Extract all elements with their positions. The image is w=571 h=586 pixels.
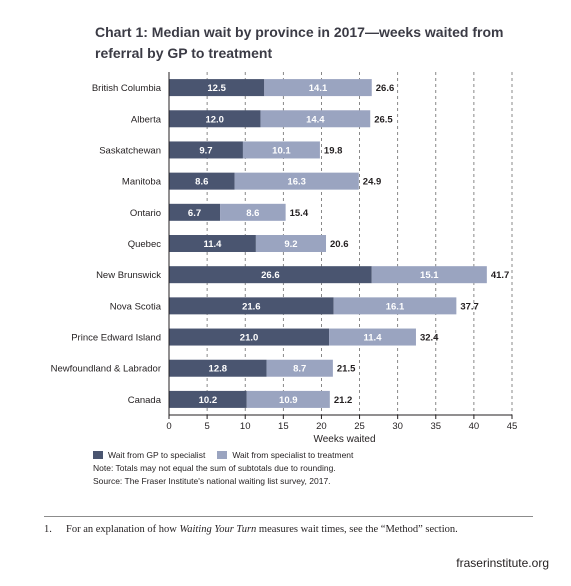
legend-item-gp: Wait from GP to specialist — [93, 450, 205, 460]
bar-value-label: 9.7 — [199, 145, 212, 156]
bar-total-label: 24.9 — [363, 177, 382, 188]
x-tick-label: 30 — [392, 421, 403, 432]
category-label: Quebec — [128, 239, 162, 250]
bar-gp-to-specialist — [169, 297, 334, 315]
bar-value-label: 12.8 — [209, 364, 228, 375]
legend-swatch-gp — [93, 451, 103, 459]
x-tick-label: 35 — [430, 421, 441, 432]
bar-total-label: 15.4 — [290, 208, 309, 219]
footnote: 1. For an explanation of how Waiting Your… — [44, 524, 458, 535]
bar-value-label: 8.6 — [195, 177, 208, 188]
bar-gp-to-specialist — [169, 141, 243, 159]
bar-value-label: 21.6 — [242, 301, 261, 312]
footnote-divider — [44, 516, 533, 517]
bar-value-label: 8.7 — [293, 364, 306, 375]
bar-gp-to-specialist — [169, 110, 261, 128]
category-label: Ontario — [130, 208, 161, 219]
x-tick-label: 0 — [166, 421, 171, 432]
bar-value-label: 12.5 — [207, 83, 226, 94]
bar-value-label: 16.1 — [386, 301, 405, 312]
bar-gp-to-specialist — [169, 328, 330, 346]
bar-gp-to-specialist — [169, 390, 247, 408]
category-label: Manitoba — [122, 177, 162, 188]
footnote-number: 1. — [44, 524, 52, 535]
category-label: British Columbia — [92, 83, 162, 94]
bar-specialist-to-treatment — [329, 328, 416, 346]
bar-specialist-to-treatment — [260, 110, 371, 128]
footnote-text-before: For an explanation of how — [66, 524, 180, 535]
bar-value-label: 26.6 — [261, 270, 280, 281]
bar-specialist-to-treatment — [333, 297, 457, 315]
bar-value-label: 11.4 — [203, 239, 222, 250]
bar-total-label: 20.6 — [330, 239, 349, 250]
legend-swatch-specialist — [217, 451, 228, 459]
bar-gp-to-specialist — [169, 235, 256, 252]
bar-specialist-to-treatment — [371, 266, 487, 284]
bar-value-label: 10.2 — [199, 395, 218, 406]
category-label: Newfoundland & Labrador — [51, 364, 161, 375]
bar-specialist-to-treatment — [220, 203, 286, 221]
bar-specialist-to-treatment — [264, 79, 372, 97]
bar-total-label: 26.5 — [374, 114, 393, 125]
footnote-text-after: measures wait times, see the “Method” se… — [256, 524, 458, 535]
bar-value-label: 10.9 — [279, 395, 298, 406]
bar-value-label: 14.1 — [309, 83, 328, 94]
bar-specialist-to-treatment — [246, 390, 330, 408]
x-tick-label: 25 — [354, 421, 365, 432]
chart-source: Source: The Fraser Institute's national … — [93, 476, 331, 486]
footnote-italic: Waiting Your Turn — [179, 524, 257, 535]
category-label: Alberta — [131, 114, 162, 125]
bar-gp-to-specialist — [169, 172, 235, 190]
bar-value-label: 12.0 — [205, 114, 224, 125]
legend-item-specialist: Wait from specialist to treatment — [217, 450, 353, 460]
bar-total-label: 19.8 — [324, 145, 343, 156]
bar-total-label: 21.5 — [337, 364, 356, 375]
bar-value-label: 6.7 — [188, 208, 201, 219]
category-label: Canada — [128, 395, 162, 406]
chart-title: Chart 1: Median wait by province in 2017… — [95, 24, 504, 61]
bar-value-label: 11.4 — [364, 333, 383, 344]
x-tick-label: 45 — [507, 421, 518, 432]
x-tick-label: 10 — [240, 421, 251, 432]
bar-value-label: 8.6 — [246, 208, 259, 219]
x-tick-label: 5 — [204, 421, 209, 432]
bar-value-label: 16.3 — [287, 177, 306, 188]
x-tick-label: 15 — [278, 421, 289, 432]
category-label: Prince Edward Island — [71, 333, 161, 344]
bar-total-label: 26.6 — [376, 83, 395, 94]
category-label: New Brunswick — [96, 270, 161, 281]
bar-specialist-to-treatment — [242, 141, 320, 159]
x-tick-label: 40 — [469, 421, 480, 432]
site-url: fraserinstitute.org — [456, 556, 549, 570]
bar-gp-to-specialist — [169, 79, 265, 97]
bar-value-label: 14.4 — [306, 114, 325, 125]
bar-value-label: 21.0 — [240, 333, 259, 344]
x-axis-title: Weeks waited — [313, 434, 375, 445]
category-label: Nova Scotia — [110, 301, 162, 312]
bar-total-label: 32.4 — [420, 333, 439, 344]
bar-value-label: 9.2 — [284, 239, 297, 250]
bar-specialist-to-treatment — [234, 172, 359, 190]
bar-gp-to-specialist — [169, 266, 372, 284]
legend: Wait from GP to specialist Wait from spe… — [93, 450, 365, 460]
bar-gp-to-specialist — [169, 359, 267, 377]
legend-label-specialist: Wait from specialist to treatment — [232, 450, 354, 460]
x-tick-label: 20 — [316, 421, 327, 432]
chart-note: Note: Totals may not equal the sum of su… — [93, 463, 336, 473]
chart: British Columbia 12.5 14.1 26.6 Alberta 12.0 1… — [51, 72, 518, 445]
category-label: Saskatchewan — [99, 145, 161, 156]
bar-value-label: 10.1 — [272, 145, 291, 156]
bar-specialist-to-treatment — [266, 359, 333, 377]
bar-value-label: 15.1 — [420, 270, 439, 281]
bar-total-label: 41.7 — [491, 270, 510, 281]
legend-label-gp: Wait from GP to specialist — [108, 450, 206, 460]
bar-specialist-to-treatment — [255, 235, 327, 252]
bar-total-label: 21.2 — [334, 395, 353, 406]
bar-gp-to-specialist — [169, 203, 221, 221]
bar-total-label: 37.7 — [460, 301, 479, 312]
